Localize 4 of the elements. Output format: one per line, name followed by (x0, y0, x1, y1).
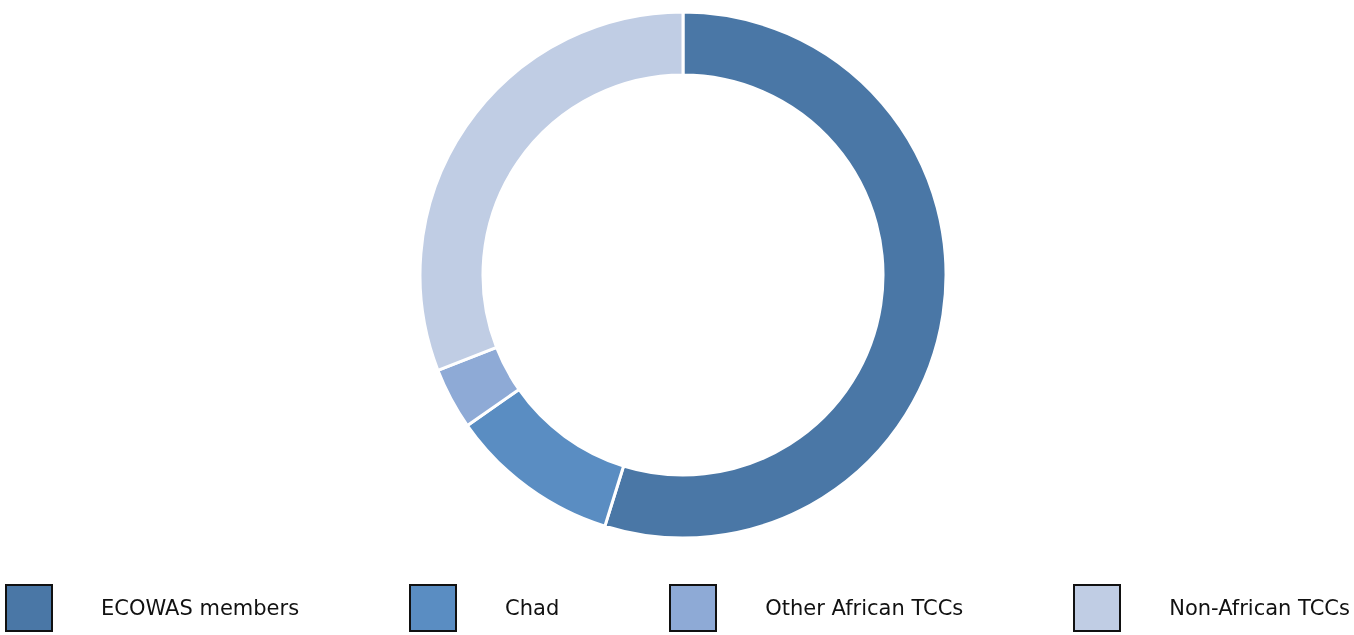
legend-label: Other African TCCs (765, 596, 964, 620)
legend-label: Chad (505, 596, 560, 620)
legend-label: Non-African TCCs (1169, 596, 1350, 620)
legend-label: ECOWAS members (101, 596, 300, 620)
